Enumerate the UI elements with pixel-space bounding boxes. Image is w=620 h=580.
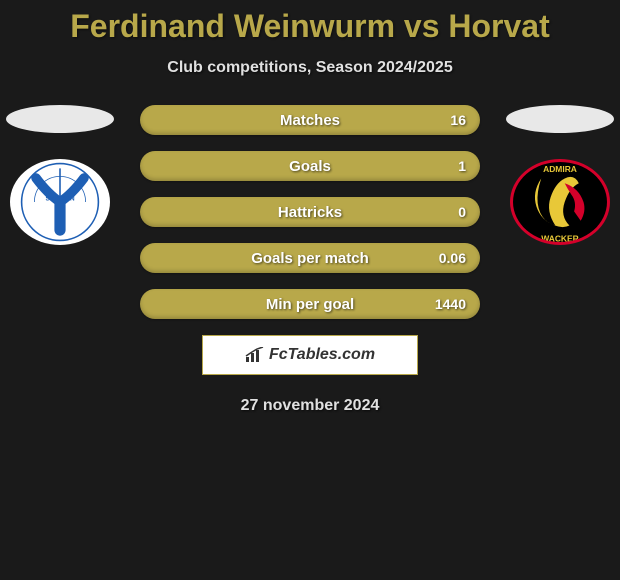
player-left-club-logo: SV HORN xyxy=(10,159,110,245)
footer-brand-box[interactable]: FcTables.com xyxy=(202,335,418,375)
stat-row-hattricks: Hattricks 0 xyxy=(140,197,480,227)
stat-row-matches: Matches 16 xyxy=(140,105,480,135)
svg-text:WACKER: WACKER xyxy=(541,233,579,243)
admira-wacker-badge-icon: ADMIRA WACKER xyxy=(513,159,607,245)
player-right-avatar-placeholder xyxy=(506,105,614,133)
player-right-column: ADMIRA WACKER xyxy=(506,105,614,245)
comparison-content: SV HORN ADMIRA WACKER Matches 16 Goals 1… xyxy=(0,105,620,415)
stat-label: Hattricks xyxy=(278,204,342,221)
stats-list: Matches 16 Goals 1 Hattricks 0 Goals per… xyxy=(140,105,480,319)
sv-horn-badge-icon: SV HORN xyxy=(20,162,100,242)
stat-row-min-per-goal: Min per goal 1440 xyxy=(140,289,480,319)
stat-label: Matches xyxy=(280,112,340,129)
footer-brand: FcTables.com xyxy=(245,346,375,364)
stat-label: Goals per match xyxy=(251,250,369,267)
stat-value-right: 1440 xyxy=(435,296,466,312)
stat-row-goals: Goals 1 xyxy=(140,151,480,181)
stat-value-right: 0 xyxy=(458,204,466,220)
stat-label: Goals xyxy=(289,158,331,175)
stat-value-right: 1 xyxy=(458,158,466,174)
footer-date: 27 november 2024 xyxy=(0,397,620,415)
svg-text:SV HORN: SV HORN xyxy=(45,195,75,202)
chart-icon xyxy=(245,347,265,363)
svg-text:ADMIRA: ADMIRA xyxy=(543,164,577,174)
page-subtitle: Club competitions, Season 2024/2025 xyxy=(0,59,620,77)
player-left-column: SV HORN xyxy=(6,105,114,245)
page-title: Ferdinand Weinwurm vs Horvat xyxy=(0,0,620,45)
player-right-club-logo: ADMIRA WACKER xyxy=(510,159,610,245)
stat-label: Min per goal xyxy=(266,296,354,313)
stat-value-right: 16 xyxy=(450,112,466,128)
stat-row-goals-per-match: Goals per match 0.06 xyxy=(140,243,480,273)
footer-brand-text: FcTables.com xyxy=(269,346,375,364)
stat-value-right: 0.06 xyxy=(439,250,466,266)
player-left-avatar-placeholder xyxy=(6,105,114,133)
